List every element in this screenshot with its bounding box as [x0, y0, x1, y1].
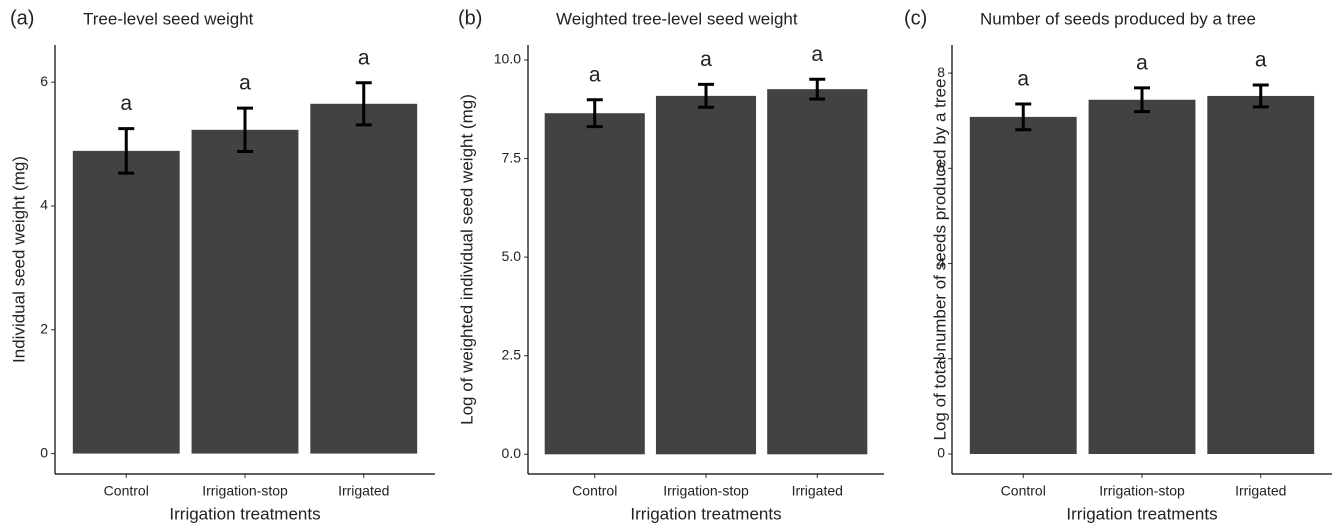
x-axis-title: Irrigation treatments: [1066, 504, 1217, 523]
y-tick-label: 5.0: [502, 248, 522, 264]
chart-title: Weighted tree-level seed weight: [556, 9, 798, 28]
panel-label: (c): [904, 7, 927, 29]
y-tick-label: 2: [937, 349, 945, 365]
y-axis-title: Individual seed weight (mg): [9, 156, 28, 363]
bar: [191, 129, 299, 454]
bar: [767, 89, 868, 455]
x-tick-label: Irrigation-stop: [1099, 483, 1185, 499]
y-tick-label: 4: [937, 254, 945, 270]
y-tick-label: 0.0: [502, 445, 522, 461]
y-tick-label: 2.5: [502, 346, 522, 362]
error-bar: [698, 82, 714, 109]
significance-letter: a: [1017, 68, 1029, 91]
x-tick-label: Irrigated: [338, 483, 389, 499]
bar: [655, 95, 757, 455]
y-tick-label: 0: [40, 444, 48, 460]
y-tick-label: 2: [40, 320, 48, 336]
y-axis-title: Log of total number of seeds produced by…: [930, 79, 949, 441]
error-bar: [586, 98, 603, 129]
significance-letter: a: [120, 92, 132, 115]
x-tick-label: Irrigated: [792, 483, 843, 499]
x-tick-label: Irrigation-stop: [663, 483, 749, 499]
x-tick-label: Control: [1001, 483, 1046, 499]
panel-label: (b): [458, 7, 482, 29]
y-tick-label: 10.0: [494, 51, 521, 67]
significance-letter: a: [358, 46, 370, 69]
error-bar: [1015, 102, 1032, 132]
chart-title: Tree-level seed weight: [83, 9, 254, 28]
error-bar: [1252, 83, 1269, 109]
x-tick-label: Control: [572, 483, 617, 499]
y-axis-title: Log of weighted individual seed weight (…: [457, 94, 476, 425]
bar: [310, 103, 418, 454]
error-bar: [809, 77, 826, 101]
significance-letter: a: [1136, 51, 1148, 74]
bar: [969, 116, 1077, 455]
error-bar: [237, 106, 253, 153]
y-tick-label: 7.5: [502, 149, 522, 165]
significance-letter: a: [811, 43, 823, 66]
significance-letter: a: [239, 72, 251, 95]
significance-letter: a: [700, 48, 712, 71]
bar: [72, 150, 180, 454]
x-tick-label: Control: [104, 483, 149, 499]
panel-label: (a): [10, 7, 34, 29]
error-bar: [1134, 86, 1150, 114]
error-bar: [355, 81, 372, 127]
y-tick-label: 6: [937, 159, 945, 175]
x-axis-title: Irrigation treatments: [169, 504, 320, 523]
error-bar: [118, 127, 135, 175]
y-tick-label: 6: [40, 73, 48, 89]
chart-title: Number of seeds produced by a tree: [980, 9, 1256, 28]
y-tick-label: 8: [937, 64, 945, 80]
x-axis-title: Irrigation treatments: [630, 504, 781, 523]
bar: [544, 113, 645, 455]
bar: [1207, 95, 1315, 455]
x-tick-label: Irrigated: [1235, 483, 1286, 499]
x-tick-label: Irrigation-stop: [202, 483, 288, 499]
y-tick-label: 4: [40, 197, 48, 213]
significance-letter: a: [589, 63, 601, 86]
y-tick-label: 0: [937, 445, 945, 461]
bar: [1088, 99, 1196, 455]
significance-letter: a: [1255, 49, 1267, 72]
